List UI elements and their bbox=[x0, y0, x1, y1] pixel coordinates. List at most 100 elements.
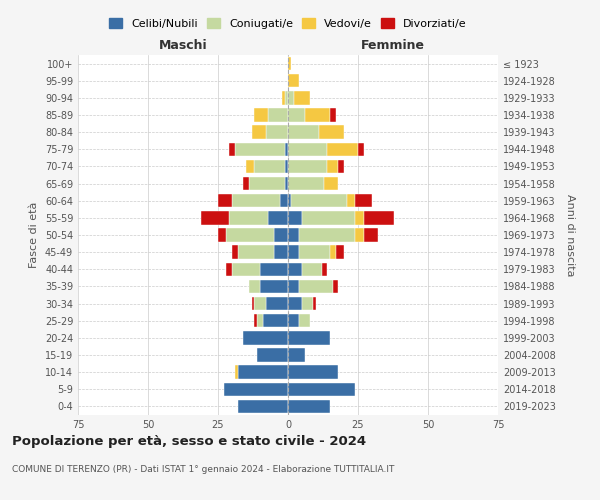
Bar bbox=[338, 160, 344, 173]
Bar bbox=[333, 280, 338, 293]
Bar bbox=[288, 228, 299, 241]
Bar bbox=[288, 211, 302, 224]
Bar bbox=[218, 194, 232, 207]
Text: COMUNE DI TERENZO (PR) - Dati ISTAT 1° gennaio 2024 - Elaborazione TUTTITALIA.IT: COMUNE DI TERENZO (PR) - Dati ISTAT 1° g… bbox=[12, 465, 394, 474]
Bar bbox=[254, 314, 257, 328]
Bar bbox=[288, 297, 302, 310]
Bar bbox=[238, 246, 274, 259]
Bar bbox=[254, 160, 285, 173]
Bar bbox=[226, 228, 274, 241]
Bar bbox=[291, 194, 347, 207]
Bar bbox=[280, 194, 288, 207]
Text: Popolazione per età, sesso e stato civile - 2024: Popolazione per età, sesso e stato civil… bbox=[12, 435, 366, 448]
Bar bbox=[288, 400, 330, 413]
Bar bbox=[224, 382, 288, 396]
Bar bbox=[288, 366, 338, 379]
Bar bbox=[235, 142, 285, 156]
Bar bbox=[266, 297, 288, 310]
Bar bbox=[319, 126, 344, 139]
Bar bbox=[243, 177, 249, 190]
Y-axis label: Anni di nascita: Anni di nascita bbox=[565, 194, 575, 276]
Bar bbox=[201, 211, 229, 224]
Bar bbox=[313, 297, 316, 310]
Bar bbox=[288, 314, 299, 328]
Bar bbox=[288, 57, 291, 70]
Bar bbox=[288, 91, 293, 104]
Bar bbox=[283, 91, 285, 104]
Bar bbox=[235, 366, 238, 379]
Bar bbox=[285, 177, 288, 190]
Bar bbox=[299, 280, 333, 293]
Bar bbox=[251, 297, 254, 310]
Bar bbox=[263, 314, 288, 328]
Bar bbox=[288, 280, 299, 293]
Bar bbox=[238, 366, 288, 379]
Legend: Celibi/Nubili, Coniugati/e, Vedovi/e, Divorziati/e: Celibi/Nubili, Coniugati/e, Vedovi/e, Di… bbox=[105, 14, 471, 34]
Bar bbox=[226, 262, 232, 276]
Bar bbox=[251, 126, 266, 139]
Bar bbox=[232, 246, 238, 259]
Bar bbox=[327, 160, 338, 173]
Bar bbox=[330, 246, 335, 259]
Bar bbox=[260, 262, 288, 276]
Bar bbox=[229, 211, 268, 224]
Bar bbox=[355, 194, 372, 207]
Bar bbox=[232, 262, 260, 276]
Bar bbox=[364, 228, 377, 241]
Bar bbox=[302, 297, 313, 310]
Bar bbox=[358, 142, 364, 156]
Bar bbox=[288, 331, 330, 344]
Bar bbox=[249, 177, 285, 190]
Bar bbox=[288, 142, 327, 156]
Y-axis label: Fasce di età: Fasce di età bbox=[29, 202, 39, 268]
Text: Maschi: Maschi bbox=[158, 38, 208, 52]
Bar bbox=[293, 91, 310, 104]
Bar bbox=[268, 211, 288, 224]
Bar bbox=[288, 126, 319, 139]
Bar bbox=[260, 280, 288, 293]
Bar bbox=[299, 314, 310, 328]
Bar bbox=[288, 382, 355, 396]
Bar bbox=[246, 160, 254, 173]
Bar bbox=[268, 108, 288, 122]
Bar bbox=[335, 246, 344, 259]
Bar bbox=[355, 228, 364, 241]
Bar bbox=[288, 348, 305, 362]
Bar bbox=[257, 314, 263, 328]
Bar bbox=[238, 400, 288, 413]
Bar bbox=[266, 126, 288, 139]
Bar bbox=[274, 246, 288, 259]
Bar bbox=[305, 108, 330, 122]
Bar bbox=[288, 246, 299, 259]
Bar bbox=[325, 177, 338, 190]
Bar bbox=[254, 297, 266, 310]
Bar bbox=[355, 211, 364, 224]
Bar bbox=[249, 280, 260, 293]
Bar bbox=[274, 228, 288, 241]
Bar bbox=[299, 228, 355, 241]
Bar bbox=[322, 262, 327, 276]
Bar bbox=[288, 194, 291, 207]
Bar bbox=[285, 142, 288, 156]
Bar bbox=[254, 108, 268, 122]
Bar bbox=[243, 331, 288, 344]
Bar bbox=[330, 108, 335, 122]
Bar bbox=[364, 211, 394, 224]
Text: Femmine: Femmine bbox=[361, 38, 425, 52]
Bar bbox=[302, 262, 322, 276]
Bar bbox=[257, 348, 288, 362]
Bar bbox=[299, 246, 330, 259]
Bar bbox=[218, 228, 226, 241]
Bar bbox=[288, 108, 305, 122]
Bar bbox=[302, 211, 355, 224]
Bar bbox=[288, 74, 299, 88]
Bar bbox=[288, 177, 325, 190]
Bar bbox=[285, 160, 288, 173]
Bar bbox=[347, 194, 355, 207]
Bar bbox=[229, 142, 235, 156]
Bar bbox=[288, 262, 302, 276]
Bar bbox=[285, 91, 288, 104]
Bar bbox=[327, 142, 358, 156]
Bar bbox=[232, 194, 280, 207]
Bar bbox=[288, 160, 327, 173]
